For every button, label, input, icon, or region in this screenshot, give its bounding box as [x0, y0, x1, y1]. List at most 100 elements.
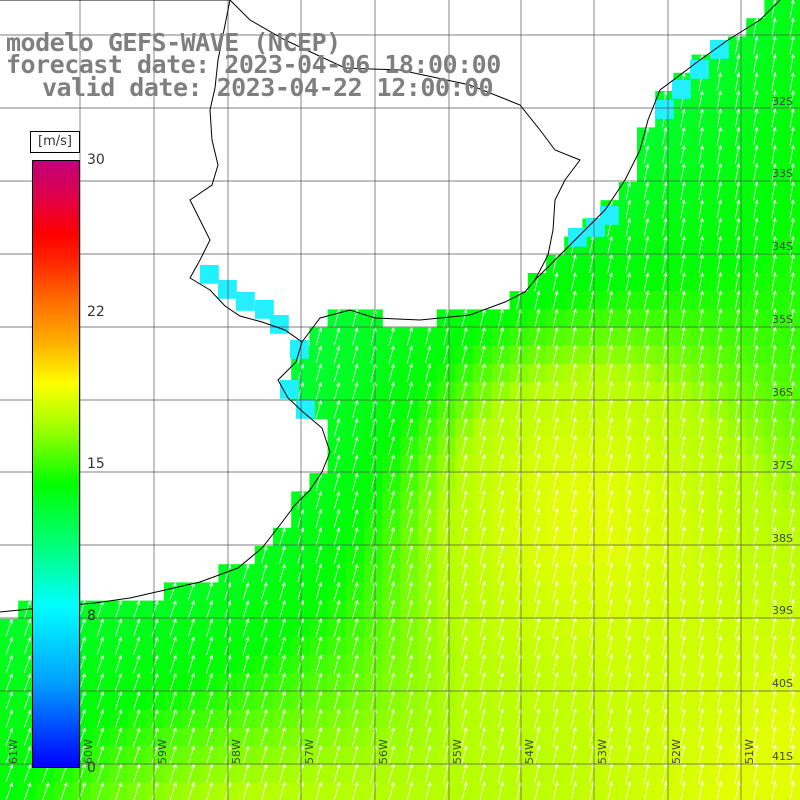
wind-arrow: [333, 363, 341, 382]
lon-label-56w: 56W: [377, 739, 390, 764]
wind-arrow: [534, 290, 541, 310]
wind-arrow: [279, 563, 286, 583]
wind-arrow: [771, 653, 777, 675]
wind-arrow: [315, 690, 323, 711]
wind-arrow: [552, 290, 559, 310]
wind-arrow: [461, 508, 468, 529]
wind-arrow: [734, 562, 741, 584]
wind-arrow: [716, 417, 723, 438]
wind-arrow: [461, 308, 468, 328]
wind-arrow: [461, 708, 468, 729]
wind-arrow: [734, 598, 741, 620]
wind-arrow: [680, 580, 686, 602]
wind-arrow: [607, 380, 614, 402]
wind-arrow: [352, 581, 359, 601]
wind-arrow: [753, 762, 759, 784]
wind-arrow: [771, 489, 777, 511]
wind-arrow: [662, 235, 668, 255]
wind-arrow: [115, 654, 123, 674]
wind-arrow: [570, 380, 577, 401]
wind-arrow: [753, 290, 759, 310]
wind-arrow: [424, 544, 432, 565]
wind-arrow: [625, 290, 632, 310]
wind-arrow: [479, 417, 486, 438]
wind-arrow: [552, 344, 559, 365]
wind-arrow: [388, 345, 395, 364]
wind-arrow: [570, 744, 577, 766]
wind-arrow: [315, 399, 323, 419]
wind-arrow: [115, 636, 123, 655]
wind-arrow: [625, 217, 632, 237]
wind-arrow: [461, 489, 468, 511]
wind-arrow: [224, 600, 232, 619]
wind-arrow: [151, 709, 159, 729]
wind-arrow: [552, 781, 559, 800]
wind-arrow: [716, 526, 723, 547]
wind-arrow: [698, 290, 704, 310]
wind-arrow: [406, 653, 414, 674]
wind-arrow: [771, 71, 777, 92]
wind-arrow: [771, 253, 777, 274]
wind-arrow: [406, 726, 414, 747]
wind-arrow: [151, 745, 159, 765]
wind-arrow: [552, 744, 559, 766]
wind-arrow: [114, 672, 123, 692]
wind-arrow: [625, 362, 632, 383]
wind-arrow: [753, 471, 759, 492]
wind-arrow: [424, 508, 432, 529]
wind-arrow: [260, 563, 268, 583]
lon-label-57w: 57W: [303, 739, 316, 764]
wind-arrow: [352, 563, 359, 583]
wind-arrow: [680, 526, 686, 547]
lon-label-54w: 54W: [523, 739, 536, 764]
wind-arrow: [534, 653, 541, 675]
wind-arrow: [643, 580, 650, 602]
wind-arrow: [461, 617, 468, 638]
wind-arrow: [242, 618, 250, 637]
wind-arrow: [315, 781, 323, 800]
wind-arrow: [479, 580, 486, 602]
wind-arrow: [698, 635, 705, 657]
wind-arrow: [643, 308, 650, 328]
wind-arrow: [242, 708, 250, 729]
wind-arrow: [424, 726, 432, 747]
wind-arrow: [315, 654, 323, 674]
wind-cell-low: [280, 380, 299, 399]
wind-arrow: [734, 635, 741, 657]
wind-arrow: [735, 162, 741, 183]
wind-arrow: [698, 362, 704, 383]
wind-arrow: [260, 581, 268, 601]
wind-arrow: [771, 471, 777, 492]
wind-arrow: [753, 562, 759, 584]
wind-arrow: [497, 672, 505, 693]
wind-arrow: [315, 708, 323, 729]
lon-label-55w: 55W: [451, 739, 464, 764]
wind-arrow: [479, 653, 486, 674]
wind-arrow: [607, 344, 614, 365]
wind-arrow: [789, 689, 795, 711]
wind-arrow: [716, 562, 723, 584]
wind-arrow: [789, 253, 795, 274]
wind-arrow: [643, 525, 650, 547]
wind-arrow: [643, 253, 650, 274]
wind-arrow: [789, 217, 795, 237]
wind-arrow: [497, 362, 504, 383]
wind-arrow: [661, 671, 668, 693]
lat-label-36s: 36S: [772, 386, 793, 399]
wind-arrow: [789, 417, 795, 438]
wind-arrow: [680, 635, 686, 657]
wind-arrow: [406, 617, 414, 638]
wind-cell-low: [655, 100, 674, 119]
wind-arrow: [771, 235, 777, 256]
wind-arrow: [315, 345, 323, 364]
wind-arrow: [698, 580, 705, 602]
wind-arrow: [115, 618, 123, 637]
wind-arrow: [789, 671, 795, 693]
wind-arrow: [643, 163, 650, 182]
wind-arrow: [242, 690, 250, 710]
wind-arrow: [133, 709, 141, 729]
wind-arrow: [771, 671, 777, 693]
wind-arrow: [734, 380, 741, 401]
wind-arrow: [169, 636, 177, 656]
wind-arrow: [771, 762, 777, 784]
